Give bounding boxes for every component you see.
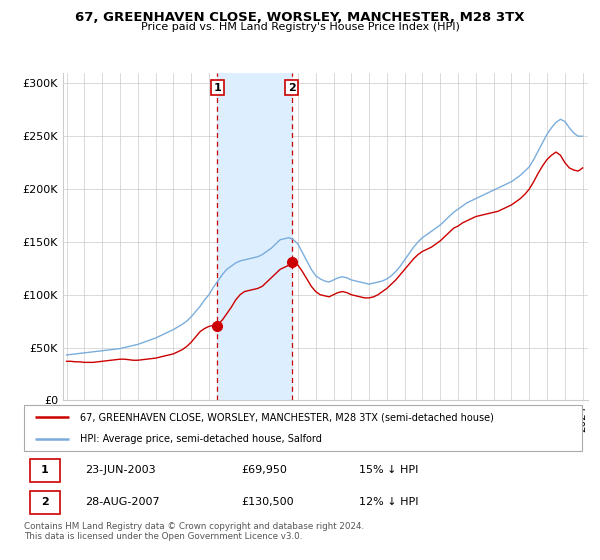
Text: Contains HM Land Registry data © Crown copyright and database right 2024.
This d: Contains HM Land Registry data © Crown c… [24, 522, 364, 542]
Text: 1: 1 [41, 465, 49, 475]
Text: Price paid vs. HM Land Registry's House Price Index (HPI): Price paid vs. HM Land Registry's House … [140, 22, 460, 32]
Text: 67, GREENHAVEN CLOSE, WORSLEY, MANCHESTER, M28 3TX: 67, GREENHAVEN CLOSE, WORSLEY, MANCHESTE… [75, 11, 525, 24]
Text: 23-JUN-2003: 23-JUN-2003 [85, 465, 156, 475]
Text: 2: 2 [287, 82, 295, 92]
Text: £130,500: £130,500 [242, 497, 294, 507]
Text: 15% ↓ HPI: 15% ↓ HPI [359, 465, 418, 475]
Text: £69,950: £69,950 [242, 465, 287, 475]
Text: 1: 1 [214, 82, 221, 92]
FancyBboxPatch shape [29, 491, 60, 514]
Text: 2: 2 [41, 497, 49, 507]
Text: HPI: Average price, semi-detached house, Salford: HPI: Average price, semi-detached house,… [80, 435, 322, 444]
FancyBboxPatch shape [24, 405, 582, 451]
Bar [217, 73, 292, 400]
Text: 67, GREENHAVEN CLOSE, WORSLEY, MANCHESTER, M28 3TX (semi-detached house): 67, GREENHAVEN CLOSE, WORSLEY, MANCHESTE… [80, 412, 494, 422]
Text: 12% ↓ HPI: 12% ↓ HPI [359, 497, 418, 507]
FancyBboxPatch shape [29, 459, 60, 482]
Text: 28-AUG-2007: 28-AUG-2007 [85, 497, 160, 507]
